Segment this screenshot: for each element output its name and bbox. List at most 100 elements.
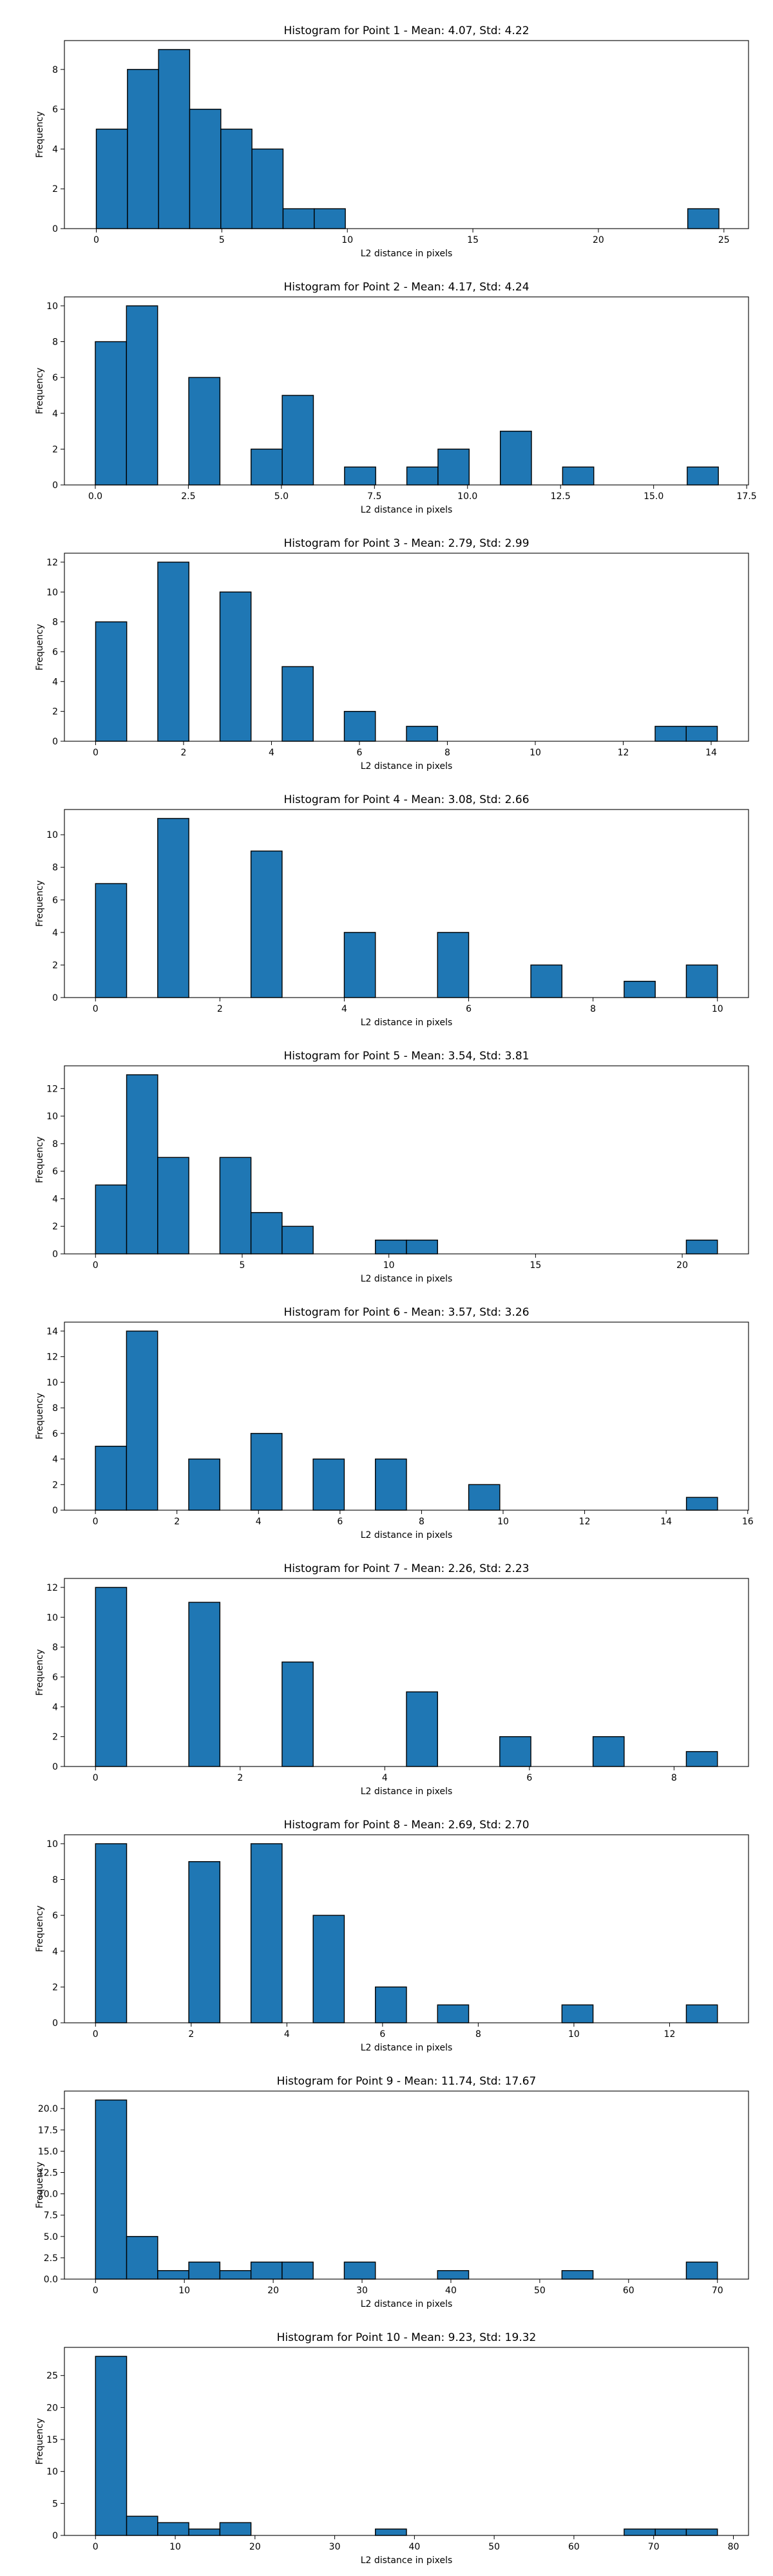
histogram-bar	[126, 2236, 158, 2280]
histogram-bar	[95, 621, 128, 742]
histogram-bar	[220, 128, 253, 229]
y-tick-label: 5	[52, 2499, 58, 2509]
histogram-bar	[219, 2270, 252, 2280]
y-tick-label: 2	[52, 1222, 58, 1232]
histogram-bar	[95, 128, 128, 229]
x-tick-label: 0	[93, 748, 99, 758]
y-tick-label: 0.0	[44, 2275, 58, 2285]
y-tick-label: 4	[52, 928, 58, 938]
x-tick-label: 30	[329, 2542, 341, 2552]
axes-frame	[64, 1578, 749, 1767]
histogram-bar	[95, 1843, 128, 2023]
histogram-bar	[687, 466, 719, 486]
y-axis-label: Frequency	[35, 111, 45, 158]
histogram-bar	[685, 2261, 718, 2280]
histogram-bar	[530, 964, 563, 998]
histogram-bar	[468, 1484, 501, 1511]
x-tick-label: 0	[93, 1260, 99, 1271]
x-tick-label: 5	[240, 1260, 245, 1271]
x-tick-label: 17.5	[737, 491, 757, 502]
histogram-bar	[561, 2004, 594, 2023]
histogram-bar	[406, 726, 438, 742]
chart-title: Histogram for Point 6 - Mean: 3.57, Std:…	[283, 1306, 529, 1319]
x-tick-label: 0	[93, 2286, 99, 2296]
y-tick-label: 10	[46, 301, 58, 312]
histogram-bar	[499, 1736, 531, 1767]
y-tick-label: 6	[52, 647, 58, 658]
y-tick-label: 20.0	[38, 2104, 58, 2114]
y-tick-label: 8	[52, 337, 58, 348]
y-tick-label: 10	[46, 830, 58, 840]
x-tick-label: 10	[169, 2542, 181, 2552]
x-tick-label: 10	[497, 1517, 509, 1527]
y-tick-label: 2	[52, 1480, 58, 1490]
histogram-bar	[250, 850, 283, 998]
histogram-bar	[312, 1458, 345, 1511]
x-tick-label: 60	[623, 2286, 635, 2296]
histogram-bar	[188, 377, 221, 486]
x-tick-label: 4	[284, 2029, 290, 2040]
histogram-bar	[188, 1602, 221, 1767]
x-tick-label: 2	[174, 1517, 180, 1527]
histogram-bar	[126, 1331, 158, 1511]
histogram-bar	[685, 964, 718, 998]
x-tick-label: 12	[618, 748, 629, 758]
y-axis-label: Frequency	[35, 624, 45, 670]
histogram-bar	[562, 466, 595, 486]
y-tick-label: 8	[52, 65, 58, 75]
axes-frame	[64, 553, 749, 742]
x-tick-label: 12	[664, 2029, 676, 2040]
y-tick-label: 2	[52, 184, 58, 194]
histogram-panel-4: Histogram for Point 4 - Mean: 3.08, Std:…	[35, 793, 749, 1028]
chart-title: Histogram for Point 8 - Mean: 2.69, Std:…	[283, 1819, 529, 1832]
x-tick-label: 12.5	[551, 491, 571, 502]
y-tick-label: 10.0	[38, 2190, 58, 2200]
y-axis-label: Frequency	[35, 1906, 45, 1952]
axes-frame	[64, 1834, 749, 2023]
chart-title: Histogram for Point 10 - Mean: 9.23, Std…	[277, 2331, 537, 2344]
y-tick-label: 6	[52, 1911, 58, 1921]
histogram-bar	[188, 1861, 221, 2023]
histogram-bar	[343, 2261, 376, 2280]
histogram-bar	[282, 2261, 314, 2280]
chart-title: Histogram for Point 4 - Mean: 3.08, Std:…	[283, 793, 529, 806]
histogram-bar	[158, 49, 191, 229]
y-tick-label: 8	[52, 1403, 58, 1414]
y-tick-label: 2	[52, 1982, 58, 1993]
axes-frame	[64, 40, 749, 229]
y-tick-label: 7.5	[44, 2211, 58, 2221]
histogram-bar	[95, 341, 128, 486]
x-tick-label: 2.5	[181, 491, 195, 502]
x-tick-label: 0	[93, 2029, 99, 2040]
histogram-bar	[437, 2270, 470, 2280]
x-tick-label: 4	[269, 748, 274, 758]
chart-title: Histogram for Point 9 - Mean: 11.74, Std…	[277, 2075, 537, 2088]
histogram-bar	[219, 2522, 252, 2536]
x-tick-label: 10	[341, 235, 353, 245]
x-tick-label: 0	[93, 2542, 99, 2552]
histogram-bar	[375, 1239, 407, 1255]
y-tick-label: 12	[46, 1583, 58, 1593]
histogram-bar	[437, 448, 470, 486]
x-tick-label: 8	[419, 1517, 425, 1527]
x-tick-label: 80	[728, 2542, 740, 2552]
histogram-bar	[624, 981, 656, 998]
x-tick-label: 4	[341, 1004, 347, 1014]
histogram-bar	[188, 2261, 221, 2280]
histogram-bar	[314, 208, 346, 229]
histogram-bar	[406, 1691, 438, 1767]
x-axis-label: L2 distance in pixels	[361, 761, 453, 772]
axes-frame	[64, 809, 749, 998]
histogram-bar	[282, 1226, 314, 1255]
y-tick-label: 2	[52, 444, 58, 455]
y-axis-label: Frequency	[35, 2418, 45, 2465]
y-axis-label: Frequency	[35, 2162, 45, 2208]
histogram-bar	[375, 1458, 407, 1511]
y-tick-label: 0	[52, 2531, 58, 2541]
y-tick-label: 15.0	[38, 2146, 58, 2157]
axes-frame	[64, 1321, 749, 1511]
y-tick-label: 17.5	[38, 2125, 58, 2136]
histogram-bar	[685, 2528, 718, 2536]
histogram-bar	[344, 466, 376, 486]
